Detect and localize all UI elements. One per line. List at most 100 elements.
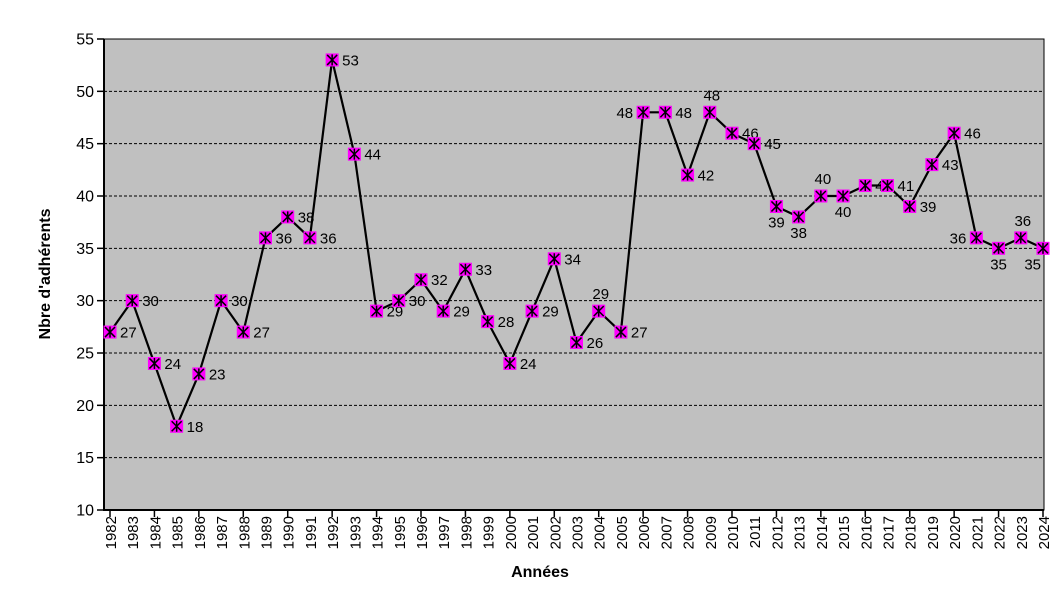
data-label-1983: 30 xyxy=(142,293,159,310)
marker-2002 xyxy=(547,252,561,266)
x-tick-label-2023: 2023 xyxy=(1014,516,1031,549)
marker-1997 xyxy=(436,304,450,318)
marker-2021 xyxy=(969,231,983,245)
x-tick-label-1994: 1994 xyxy=(370,516,387,549)
x-tick-label-2015: 2015 xyxy=(836,516,853,549)
marker-1989 xyxy=(259,231,272,245)
data-label-2023: 36 xyxy=(1014,213,1031,230)
x-tick-label-1986: 1986 xyxy=(192,516,209,549)
y-tick-label-55: 55 xyxy=(76,32,94,49)
marker-2015 xyxy=(836,189,850,203)
data-label-1986: 23 xyxy=(209,366,226,383)
x-tick-label-1989: 1989 xyxy=(259,516,276,549)
y-tick-label-15: 15 xyxy=(76,450,94,467)
data-label-2013: 38 xyxy=(790,225,807,242)
marker-2004 xyxy=(592,304,606,318)
x-tick-label-1999: 1999 xyxy=(481,516,498,549)
x-tick-label-2024: 2024 xyxy=(1036,516,1053,549)
data-label-2004: 29 xyxy=(592,286,609,303)
marker-2006 xyxy=(636,105,650,119)
x-tick-label-2002: 2002 xyxy=(547,516,564,549)
x-tick-label-1992: 1992 xyxy=(325,516,342,549)
x-tick-label-1991: 1991 xyxy=(303,516,320,549)
x-tick-label-2014: 2014 xyxy=(814,516,831,549)
y-tick-label-35: 35 xyxy=(76,241,94,258)
data-label-2019: 43 xyxy=(942,157,959,174)
data-label-1996: 32 xyxy=(431,272,448,289)
marker-2007 xyxy=(658,105,672,119)
data-label-1984: 24 xyxy=(164,356,181,373)
x-tick-label-2021: 2021 xyxy=(969,516,986,549)
x-tick-label-2016: 2016 xyxy=(858,516,875,549)
x-tick-label-2013: 2013 xyxy=(792,516,809,549)
data-label-2020: 46 xyxy=(964,126,981,143)
x-tick-label-2007: 2007 xyxy=(658,516,675,549)
y-axis-title: Nbre d'adhérents xyxy=(37,208,54,340)
x-tick-label-2005: 2005 xyxy=(614,516,631,549)
data-label-2005: 27 xyxy=(631,325,648,342)
y-tick-label-25: 25 xyxy=(76,346,94,363)
x-tick-label-2000: 2000 xyxy=(503,516,520,549)
data-label-2024: 35 xyxy=(1024,256,1041,273)
data-label-2003: 26 xyxy=(587,335,604,352)
marker-1991 xyxy=(303,231,317,245)
x-tick-label-1993: 1993 xyxy=(347,516,364,549)
data-label-2022: 35 xyxy=(990,256,1007,273)
data-label-1987: 30 xyxy=(231,293,248,310)
x-tick-label-2006: 2006 xyxy=(636,516,653,549)
x-tick-label-1990: 1990 xyxy=(281,516,298,549)
x-axis-title: Années xyxy=(511,564,569,581)
marker-1982 xyxy=(103,325,117,339)
y-tick-label-50: 50 xyxy=(76,84,94,101)
y-tick-label-20: 20 xyxy=(76,398,94,415)
marker-2013 xyxy=(792,210,806,224)
data-label-2017: 41 xyxy=(898,178,915,195)
data-label-1997: 29 xyxy=(453,304,470,321)
x-tick-label-1997: 1997 xyxy=(436,516,453,549)
x-tick-label-2017: 2017 xyxy=(881,516,898,549)
x-tick-label-1995: 1995 xyxy=(392,516,409,549)
x-tick-label-2020: 2020 xyxy=(947,516,964,549)
marker-1999 xyxy=(481,315,495,329)
data-label-1985: 18 xyxy=(187,419,204,436)
data-label-2012: 39 xyxy=(768,214,785,231)
data-label-1998: 33 xyxy=(475,262,492,279)
plot-area xyxy=(103,38,1045,511)
marker-1983 xyxy=(125,294,139,308)
x-tick-label-1988: 1988 xyxy=(236,516,253,549)
marker-2017 xyxy=(881,179,894,193)
x-tick-label-2012: 2012 xyxy=(769,516,786,549)
marker-2009 xyxy=(703,105,717,119)
marker-2024 xyxy=(1036,241,1050,255)
data-label-1988: 27 xyxy=(253,325,270,342)
data-label-1999: 28 xyxy=(498,314,515,331)
marker-2008 xyxy=(681,168,695,182)
marker-1996 xyxy=(414,273,428,287)
marker-2023 xyxy=(1014,231,1028,245)
marker-1984 xyxy=(147,356,161,370)
x-tick-label-2009: 2009 xyxy=(703,516,720,549)
x-tick-label-1987: 1987 xyxy=(214,516,231,549)
x-tick-label-1984: 1984 xyxy=(147,516,164,549)
data-label-1991: 36 xyxy=(320,230,337,247)
y-tick-label-10: 10 xyxy=(76,503,94,520)
data-label-2001: 29 xyxy=(542,304,559,321)
data-label-2000: 24 xyxy=(520,356,537,373)
marker-1994 xyxy=(370,304,384,318)
marker-1987 xyxy=(214,294,228,308)
marker-2016 xyxy=(858,179,872,193)
marker-2010 xyxy=(725,126,739,140)
marker-2018 xyxy=(903,199,917,213)
x-tick-label-2011: 2011 xyxy=(747,516,764,548)
x-tick-label-1998: 1998 xyxy=(458,516,475,549)
marker-1988 xyxy=(236,325,250,339)
data-label-1989: 36 xyxy=(276,230,293,247)
marker-2012 xyxy=(769,199,783,213)
data-label-2008: 42 xyxy=(698,168,715,185)
data-label-2007: 48 xyxy=(675,105,692,122)
marker-1986 xyxy=(192,367,206,381)
data-label-1994: 29 xyxy=(387,304,404,321)
marker-1998 xyxy=(458,262,472,276)
data-label-2009: 48 xyxy=(703,87,720,104)
